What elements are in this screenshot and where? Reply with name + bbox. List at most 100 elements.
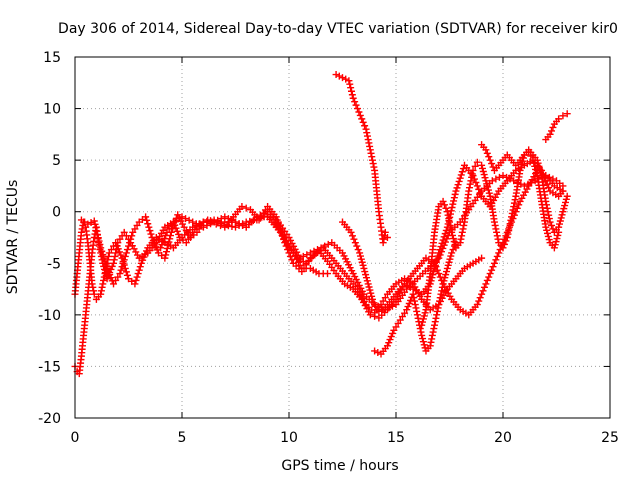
data-point	[145, 223, 153, 231]
data-point	[101, 258, 109, 266]
data-point	[114, 245, 122, 253]
data-point	[404, 303, 412, 311]
data-point	[438, 239, 446, 247]
data-point	[364, 280, 372, 288]
data-point	[78, 225, 86, 233]
data-point	[348, 91, 356, 99]
data-point	[365, 139, 373, 147]
data-point	[123, 246, 131, 254]
data-point	[559, 187, 567, 195]
data-point	[97, 244, 105, 252]
data-point	[285, 249, 293, 257]
data-point	[163, 244, 171, 252]
data-point	[467, 177, 475, 185]
data-point	[107, 274, 115, 282]
data-point	[532, 169, 540, 177]
data-point	[274, 219, 282, 227]
data-point	[545, 184, 553, 192]
data-point	[405, 300, 413, 308]
data-point	[440, 277, 448, 285]
data-point	[135, 266, 143, 274]
data-point	[431, 261, 439, 269]
data-point	[448, 249, 456, 257]
data-point	[116, 248, 124, 256]
data-point	[179, 220, 187, 228]
data-point	[465, 187, 473, 195]
data-point	[525, 148, 533, 156]
data-point	[90, 290, 98, 298]
data-point	[419, 335, 427, 343]
data-point	[131, 280, 139, 288]
data-point	[368, 292, 376, 300]
data-point	[383, 342, 391, 350]
data-point	[381, 228, 389, 236]
data-point	[239, 220, 247, 228]
data-point	[500, 240, 508, 248]
data-point	[492, 225, 500, 233]
data-point	[434, 252, 442, 260]
data-point	[480, 171, 488, 179]
data-point	[348, 232, 356, 240]
data-point	[288, 256, 296, 264]
data-point	[449, 200, 457, 208]
data-point	[553, 235, 561, 243]
data-point	[458, 228, 466, 236]
data-point	[136, 263, 144, 271]
data-point	[335, 72, 343, 80]
data-point	[452, 187, 460, 195]
data-point	[141, 250, 149, 258]
data-point	[475, 185, 483, 193]
data-point	[559, 112, 567, 120]
data-point	[185, 216, 193, 224]
data-point	[542, 223, 550, 231]
data-point	[125, 242, 132, 250]
data-point	[92, 224, 100, 232]
data-point	[447, 225, 455, 233]
data-point	[558, 211, 566, 219]
data-point	[492, 256, 500, 264]
data-point	[162, 231, 170, 239]
data-point	[350, 235, 358, 243]
series-track-9	[478, 141, 563, 252]
y-tick-label: 5	[52, 153, 61, 169]
data-point	[273, 216, 281, 224]
data-point	[445, 258, 453, 266]
data-point	[182, 215, 190, 223]
data-point	[458, 232, 466, 240]
data-point	[446, 255, 454, 263]
data-point	[96, 240, 104, 248]
data-point	[438, 283, 446, 291]
data-point	[102, 261, 110, 269]
data-point	[162, 248, 170, 256]
data-point	[353, 105, 361, 113]
data-point	[175, 230, 183, 238]
data-point	[478, 164, 486, 172]
data-point	[493, 232, 501, 240]
data-point	[339, 74, 346, 82]
data-point	[363, 129, 371, 137]
data-point	[485, 153, 493, 161]
data-point	[488, 160, 496, 168]
data-point	[508, 209, 516, 217]
data-point	[431, 264, 439, 272]
data-point	[175, 214, 183, 222]
data-point	[431, 318, 439, 326]
data-point	[466, 180, 474, 188]
data-point	[546, 130, 554, 138]
data-point	[476, 294, 484, 302]
data-point	[505, 227, 513, 235]
data-point	[447, 207, 455, 215]
data-point	[100, 254, 108, 262]
data-point	[356, 111, 364, 119]
data-point	[173, 227, 181, 235]
data-point	[447, 252, 455, 260]
data-point	[112, 239, 120, 247]
data-point	[100, 276, 108, 284]
data-point	[436, 297, 444, 305]
data-point	[428, 335, 436, 343]
data-point	[469, 166, 477, 174]
data-point	[126, 239, 134, 247]
x-tick-label: 20	[494, 430, 512, 446]
data-point	[368, 156, 376, 164]
data-point	[89, 283, 97, 291]
